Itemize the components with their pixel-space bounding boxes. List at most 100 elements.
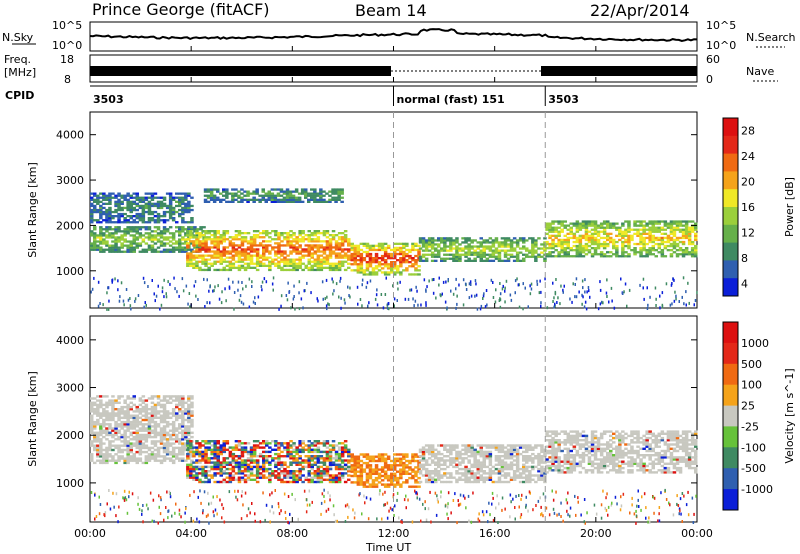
echo-cell [249,455,254,458]
echo-cell [198,442,202,445]
echo-cell [424,463,429,466]
echo-cell [132,395,136,398]
echo-cell [648,220,652,223]
echo-cell [440,452,444,456]
echo-cell [319,266,324,269]
colorbar-tick-label: 12 [741,226,755,239]
echo-cell [225,232,230,235]
echo-cell [657,222,661,225]
echo-cell [132,410,136,413]
echo-cell [657,236,661,240]
echo-cell [509,249,514,252]
scatter-point [206,278,208,282]
echo-cell [231,448,236,451]
echo-cell [187,412,191,415]
echo-cell [187,433,191,437]
echo-cell [292,264,296,267]
echo-cell [365,265,370,268]
echo-cell [150,414,155,417]
echo-cell [147,204,152,208]
echo-cell [181,453,185,456]
echo-cell [694,249,698,252]
echo-cell [424,243,429,246]
echo-cell [252,455,257,458]
echo-cell [446,444,450,447]
echo-cell [280,455,284,458]
echo-cell [452,444,456,447]
scatter-point [228,285,231,289]
echo-cell [126,455,130,458]
echo-cell [129,459,133,462]
echo-cell [434,448,438,451]
echo-cell [111,410,115,413]
echo-cell [168,450,173,454]
scatter-point [343,298,346,302]
echo-cell [602,236,607,240]
echo-cell [421,253,426,256]
echo-cell [219,234,223,237]
echo-cell [210,440,214,443]
echo-cell [207,262,211,265]
echo-cell [543,247,547,250]
echo-cell [690,230,695,233]
echo-cell [165,414,170,417]
echo-cell [430,480,435,484]
echo-cell [334,234,339,237]
echo-cell [222,254,226,257]
echo-cell [678,222,683,225]
echo-cell [449,474,453,477]
echo-cell [246,258,251,261]
echo-cell [111,444,115,447]
echo-cell [417,476,421,480]
echo-cell [237,232,242,235]
echo-cell [627,255,631,258]
scatter-point [145,303,147,307]
echo-cell [434,243,438,246]
echo-cell [123,217,127,220]
echo-cell [147,455,152,458]
echo-cell [162,446,167,450]
echo-cell [298,448,302,451]
echo-cell [159,196,164,199]
echo-cell [371,479,376,482]
echo-cell [551,226,555,229]
echo-cell [262,450,266,454]
echo-cell [295,250,299,253]
echo-cell [99,236,103,239]
echo-cell [162,435,167,439]
echo-cell [452,459,456,462]
scatter-point [187,302,189,306]
echo-cell [283,252,287,255]
echo-cell [350,481,354,484]
echo-cell [135,431,139,434]
echo-cell [515,241,520,244]
echo-cell [343,444,348,447]
echo-cell [461,249,465,252]
echo-cell [584,220,589,223]
echo-cell [602,222,607,225]
echo-cell [111,435,115,439]
echo-cell [383,485,388,488]
echo-cell [181,412,185,415]
echo-cell [452,476,456,479]
echo-cell [362,455,367,458]
echo-cell [411,265,415,268]
echo-cell [325,459,330,462]
echo-cell [178,242,182,245]
echo-cell [374,464,379,467]
echo-cell [377,244,382,247]
echo-cell [537,255,541,258]
echo-cell [175,210,179,214]
echo-cell [126,427,130,430]
echo-cell [156,431,161,434]
echo-cell [207,478,211,481]
echo-cell [189,474,193,477]
echo-cell [295,246,299,249]
echo-cell [383,271,388,274]
echo-cell [165,442,170,445]
echo-cell [141,198,146,201]
echo-cell [368,265,373,268]
echo-cell [328,200,332,203]
echo-cell [587,222,592,225]
echo-cell [307,260,311,263]
